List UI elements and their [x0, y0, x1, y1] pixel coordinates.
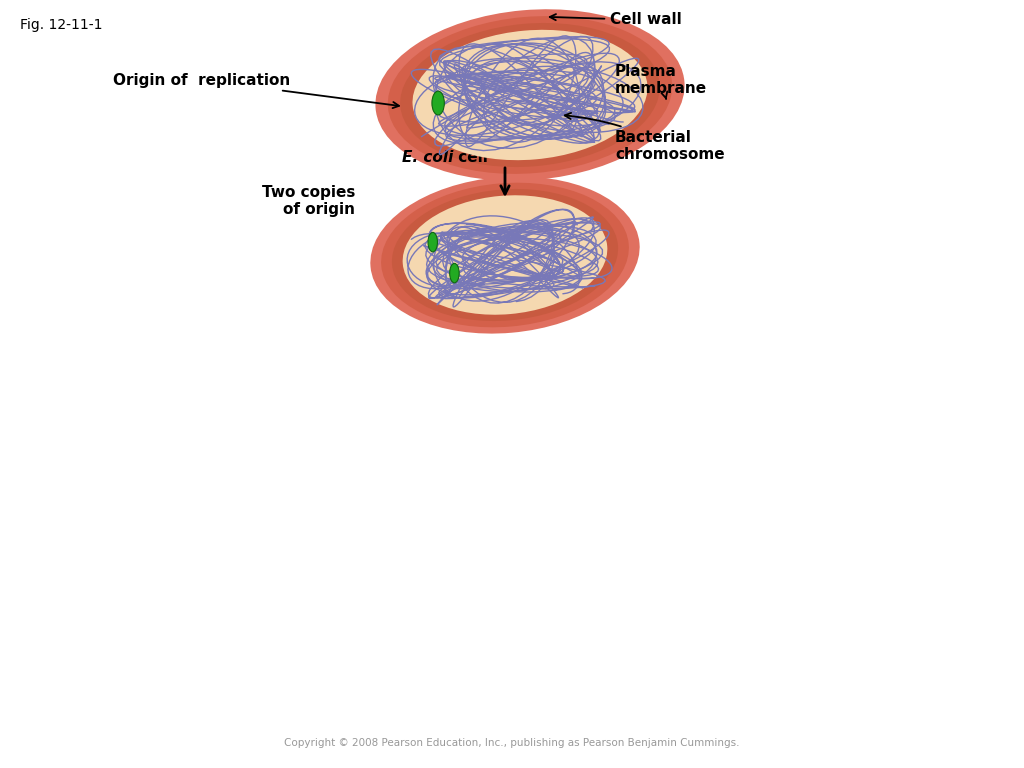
- Ellipse shape: [402, 195, 607, 315]
- Text: Cell wall: Cell wall: [550, 12, 682, 28]
- Text: Origin of  replication: Origin of replication: [113, 72, 399, 108]
- Ellipse shape: [450, 263, 459, 283]
- Text: Two copies
of origin: Two copies of origin: [261, 185, 355, 217]
- Ellipse shape: [392, 189, 618, 321]
- Ellipse shape: [381, 183, 629, 327]
- Ellipse shape: [428, 233, 437, 252]
- Ellipse shape: [400, 23, 659, 167]
- Ellipse shape: [376, 9, 685, 180]
- Text: Copyright © 2008 Pearson Education, Inc., publishing as Pearson Benjamin Cumming: Copyright © 2008 Pearson Education, Inc.…: [285, 738, 739, 748]
- Ellipse shape: [371, 177, 640, 333]
- Text: Fig. 12-11-1: Fig. 12-11-1: [20, 18, 102, 32]
- Ellipse shape: [413, 30, 647, 161]
- Text: Bacterial
chromosome: Bacterial chromosome: [565, 113, 725, 162]
- Text: Plasma
membrane: Plasma membrane: [615, 64, 708, 99]
- Ellipse shape: [388, 16, 672, 174]
- Text: cell: cell: [453, 151, 487, 165]
- Ellipse shape: [432, 91, 444, 115]
- Text: E. coli: E. coli: [401, 151, 453, 165]
